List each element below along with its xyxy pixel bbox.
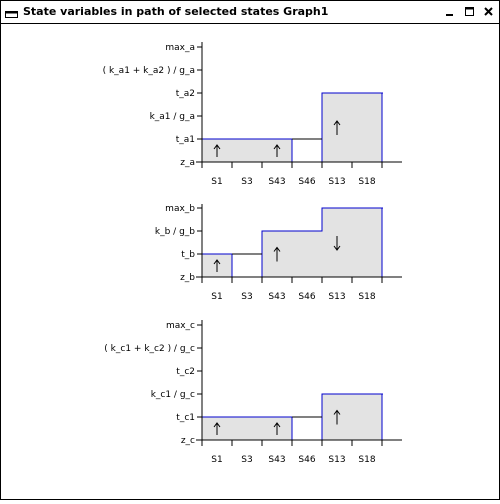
graph-a-y-label: t_a1 (176, 135, 195, 145)
graph-c-x-label: S43 (268, 455, 285, 465)
graph-a-y-label: t_a2 (176, 89, 195, 99)
graph-a-arrow-up-icon (333, 120, 341, 126)
window-title: State variables in path of selected stat… (23, 5, 329, 18)
graph-content: z_a t_a1 k_a1 / g_a t_a2 ( k_a1 + k_a2 ) / g… (1, 24, 499, 499)
graph-a-y-label: z_a (180, 158, 195, 168)
graph-c-x-label: S13 (328, 455, 345, 465)
graph-c-y-label: t_c2 (176, 367, 195, 377)
graph-b-arrow-up-icon (273, 246, 281, 252)
graph-c-y-label: k_c1 / g_c (151, 390, 195, 400)
graph-c-y-label: t_c1 (176, 413, 195, 423)
graph-c-x-label: S1 (211, 455, 222, 465)
graph-b-x-label: S13 (328, 292, 345, 302)
graph-b-bar (352, 208, 382, 277)
graph-a-arrow-up-icon (213, 144, 221, 150)
graph-c-bar (352, 394, 382, 440)
graph-a-x-label: S13 (328, 177, 345, 187)
graph-b-y-label: t_b (181, 250, 195, 260)
graph-a-arrow-up-icon (273, 144, 281, 150)
graph-a-y-label: max_a (165, 43, 195, 53)
graph-c-x-label: S46 (298, 455, 315, 465)
graph-b-x-label: S46 (298, 292, 315, 302)
graph-a-x-label: S1 (211, 177, 222, 187)
graph-c-y-label: ( k_c1 + k_c2 ) / g_c (104, 344, 195, 354)
minimize-icon[interactable] (443, 5, 456, 18)
graph-b-arrow-up-icon (213, 259, 221, 265)
graph-b-bar (292, 231, 322, 277)
graphs-canvas: z_a t_a1 k_a1 / g_a t_a2 ( k_a1 + k_a2 ) / g… (103, 42, 402, 465)
graph-a-x-label: S3 (241, 177, 252, 187)
title-bar[interactable]: State variables in path of selected stat… (1, 1, 499, 24)
graph-b-y-label: max_b (165, 204, 195, 214)
system-menu-icon[interactable] (5, 5, 18, 18)
graph-c-y-label: z_c (181, 436, 195, 446)
graph-a-x-label: S18 (358, 177, 375, 187)
graph-c-bar (232, 417, 262, 440)
graph-c-arrow-up-icon (333, 409, 341, 415)
graph-c-arrow-up-icon (213, 422, 221, 428)
graph-a-x-label: S43 (268, 177, 285, 187)
graph-b-y-label: k_b / g_b (155, 227, 195, 237)
graph-b-x-label: S3 (241, 292, 252, 302)
graph-b-arrow-down-icon (333, 245, 341, 251)
close-icon[interactable] (482, 5, 495, 18)
graph-c-arrow-up-icon (273, 422, 281, 428)
graph-c-x-label: S3 (241, 455, 252, 465)
graph-a-bar (352, 93, 382, 162)
graph-b-x-label: S18 (358, 292, 375, 302)
graph-c-x-label: S18 (358, 455, 375, 465)
graph-a-x-label: S46 (298, 177, 315, 187)
maximize-icon[interactable] (463, 5, 476, 18)
graph-a-bar (232, 139, 262, 162)
graph-b-x-label: S1 (211, 292, 222, 302)
graph-a-y-label: ( k_a1 + k_a2 ) / g_a (103, 66, 195, 76)
graph-b-x-label: S43 (268, 292, 285, 302)
graph-b-y-label: z_b (180, 273, 195, 283)
graph-c-y-label: max_c (166, 321, 195, 331)
graph-a-y-label: k_a1 / g_a (150, 112, 195, 122)
